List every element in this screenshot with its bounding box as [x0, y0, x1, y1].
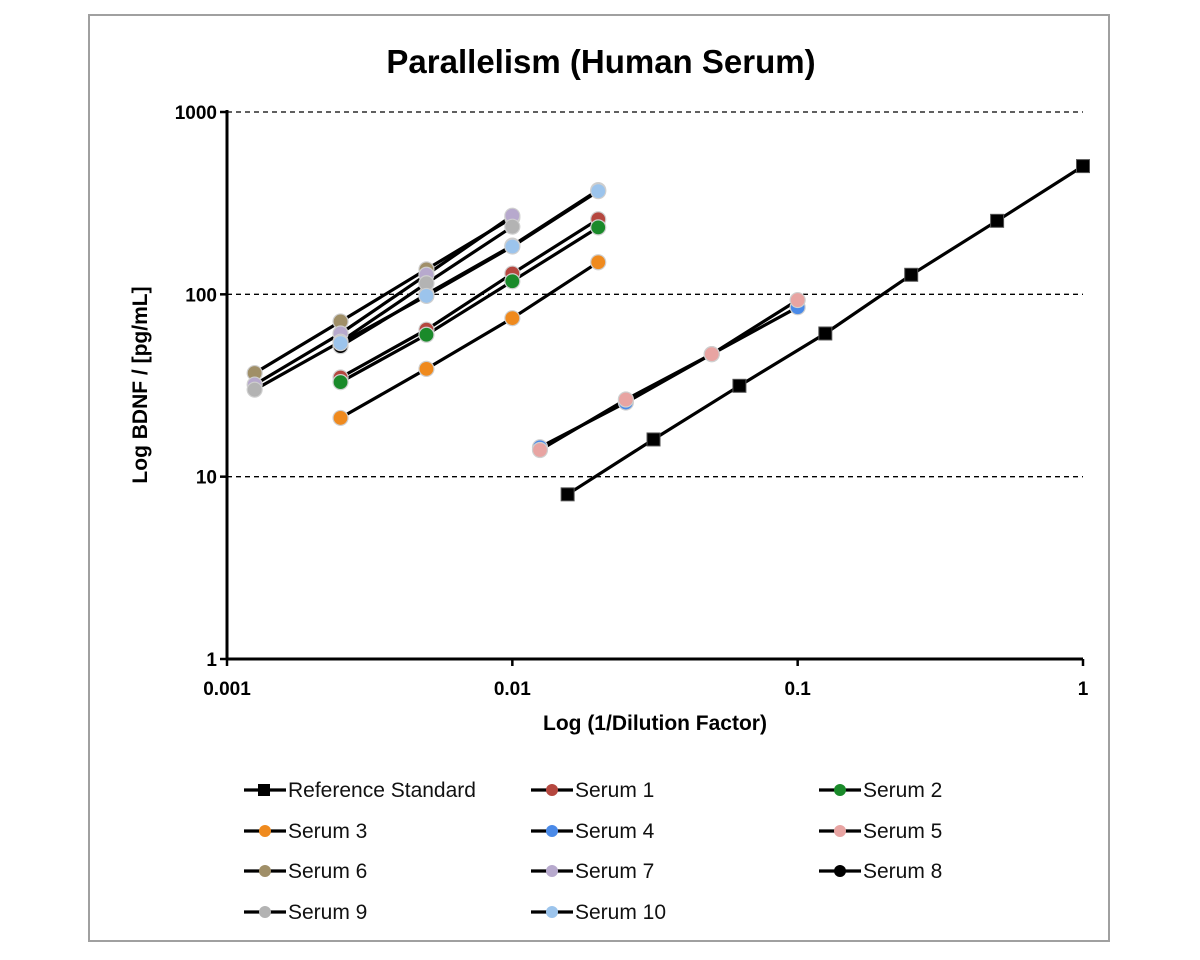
legend-marker [834, 865, 846, 877]
x-tick-label: 0.1 [784, 679, 811, 700]
legend-label: Serum 5 [863, 820, 942, 843]
data-point [1076, 159, 1090, 174]
legend-marker [259, 865, 271, 877]
data-point [418, 360, 435, 377]
legend-item: Serum 10 [531, 901, 666, 924]
data-point [789, 291, 806, 309]
gridlines [220, 110, 1085, 666]
legend-marker [259, 825, 271, 837]
legend-label: Serum 3 [288, 820, 367, 843]
tick-labels: 1 10 100 1000 0.001 0.01 0.1 1 [175, 103, 1089, 700]
legend-item: Serum 7 [531, 860, 654, 883]
axes [225, 110, 1083, 661]
series-line [339, 217, 600, 379]
data-point [590, 183, 607, 200]
legend-item: Serum 6 [244, 860, 367, 883]
legend-marker [834, 825, 846, 837]
legend-label: Serum 4 [575, 820, 655, 843]
legend-item: Serum 3 [244, 820, 367, 843]
data-point [332, 409, 349, 427]
data-point [332, 335, 349, 352]
legend-item: Serum 9 [244, 901, 367, 924]
legend-marker [546, 865, 558, 877]
chart-frame: Parallelism (Human Serum) 1 10 100 1000 0.00… [88, 14, 1110, 942]
data-point [504, 310, 521, 327]
legend-marker [546, 906, 558, 918]
legend-label: Serum 8 [863, 860, 942, 883]
y-tick-label: 100 [185, 285, 217, 306]
data-point [732, 378, 747, 393]
data-point [504, 273, 521, 290]
legend-label: Serum 9 [288, 901, 367, 924]
data-point [646, 432, 661, 447]
x-axis-label: Log (1/Dilution Factor) [543, 712, 767, 735]
y-tick-label: 10 [196, 468, 217, 489]
legend-label: Reference Standard [288, 779, 476, 802]
data-point [590, 254, 607, 271]
legend-marker [546, 825, 558, 837]
y-tick-label: 1000 [175, 103, 217, 124]
x-tick-label: 1 [1078, 679, 1089, 700]
data-point [504, 218, 521, 235]
legend-item: Serum 2 [819, 779, 942, 802]
chart: Parallelism (Human Serum) 1 10 100 1000 0.00… [129, 43, 1090, 924]
legend-marker [258, 784, 270, 796]
data-point [531, 441, 549, 459]
legend-label: Serum 2 [863, 779, 942, 802]
series-line [339, 226, 600, 384]
legend-item: Reference Standard [244, 779, 476, 802]
data-point [504, 238, 521, 255]
data-point [904, 267, 919, 282]
legend-item: Serum 4 [531, 820, 655, 843]
legend-label: Serum 10 [575, 901, 666, 924]
data-point [560, 487, 575, 502]
legend-label: Serum 6 [288, 860, 367, 883]
series-line [253, 225, 514, 392]
chart-title: Parallelism (Human Serum) [386, 43, 815, 80]
data-point [590, 219, 607, 236]
x-tick-label: 0.001 [203, 679, 251, 700]
data-point [617, 391, 634, 408]
y-axis-label: Log BDNF / [pg/mL] [129, 286, 152, 483]
legend-item: Serum 1 [531, 779, 654, 802]
series-line [253, 214, 514, 386]
data-point [418, 326, 435, 343]
legend-item: Serum 5 [819, 820, 942, 843]
legend-item: Serum 8 [819, 860, 942, 883]
x-tick-label: 0.01 [494, 679, 531, 700]
data-point [818, 326, 833, 341]
data-point [703, 346, 720, 363]
legend-marker [546, 784, 558, 796]
legend-marker [834, 784, 846, 796]
legend-marker [259, 906, 271, 918]
data-point [246, 381, 263, 398]
legend: Reference Standard Serum 1 Serum 2 Serum 3 S… [244, 779, 942, 924]
series-line [339, 189, 600, 345]
data-point [332, 374, 349, 391]
legend-label: Serum 1 [575, 779, 654, 802]
data-point [990, 213, 1005, 228]
y-tick-label: 1 [206, 650, 217, 671]
series-line [539, 298, 799, 452]
series-line [339, 260, 600, 420]
data-point [418, 287, 435, 305]
series-layer [246, 159, 1090, 502]
legend-label: Serum 7 [575, 860, 654, 883]
